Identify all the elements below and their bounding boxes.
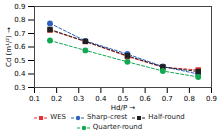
- svg-text:0.8: 0.8: [184, 95, 195, 103]
- svg-text:0.3: 0.3: [73, 95, 84, 103]
- svg-text:0.5: 0.5: [117, 95, 128, 103]
- svg-text:0.6: 0.6: [14, 43, 26, 51]
- svg-text:0.3: 0.3: [14, 84, 25, 92]
- html-text:WES: WES: [50, 113, 66, 121]
- html-text:Sharp-crest: Sharp-crest: [87, 113, 128, 121]
- svg-text:0.4: 0.4: [14, 70, 26, 78]
- svg-text:0.7: 0.7: [14, 30, 25, 38]
- svg-text:Hd/P →: Hd/P →: [111, 104, 136, 112]
- html-text:Half-round: Half-round: [148, 113, 185, 121]
- svg-text:0.8: 0.8: [14, 16, 25, 24]
- html-text:Quarter-round: Quarter-round: [92, 123, 143, 131]
- svg-text:0.9: 0.9: [14, 3, 25, 11]
- svg-text:Cd (m¹/²) →: Cd (m¹/²) →: [5, 27, 13, 67]
- svg-text:0.7: 0.7: [162, 95, 173, 103]
- svg-text:0.1: 0.1: [29, 95, 40, 103]
- svg-text:0.6: 0.6: [140, 95, 152, 103]
- svg-text:0.4: 0.4: [95, 95, 107, 103]
- svg-text:0.9: 0.9: [206, 95, 217, 103]
- svg-text:0.2: 0.2: [51, 95, 62, 103]
- svg-text:0.5: 0.5: [14, 57, 25, 65]
